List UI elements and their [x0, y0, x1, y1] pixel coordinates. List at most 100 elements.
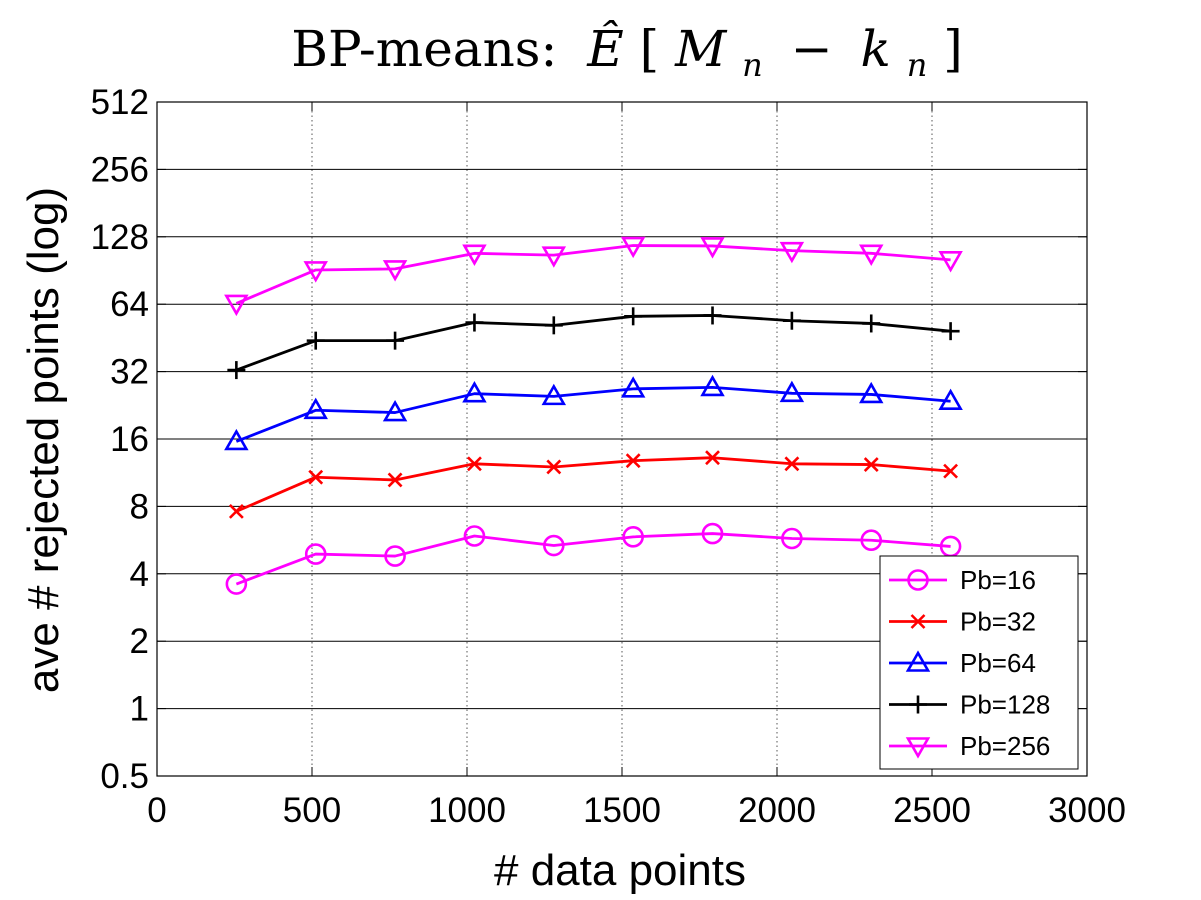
- data-point: [544, 316, 563, 335]
- data-point: [862, 314, 881, 333]
- legend-item: Pb=128: [889, 690, 1050, 720]
- x-tick-label: 0: [147, 791, 166, 830]
- legend-item: Pb=256: [889, 731, 1050, 761]
- chart-title: BP-means: Ê [ M n − k n ]: [291, 19, 963, 88]
- data-point: [860, 529, 883, 552]
- data-point: [781, 527, 803, 550]
- series-line: [235, 244, 951, 305]
- title-m: M: [674, 20, 728, 78]
- title-bracket-open: [: [640, 20, 660, 78]
- legend-marker: [905, 650, 931, 672]
- data-point: [541, 246, 567, 268]
- series-pb-256: [224, 236, 963, 317]
- x-marker-stroke: [910, 614, 926, 629]
- data-point: [941, 322, 960, 341]
- series-pb-64: [224, 374, 963, 451]
- legend-marker: [909, 695, 927, 714]
- data-point: [779, 380, 805, 403]
- title-minus: −: [791, 20, 833, 78]
- x-tick-label: 3000: [1048, 791, 1126, 830]
- legend-marker: [905, 737, 931, 759]
- data-point: [303, 397, 328, 420]
- legend-label: Pb=256: [960, 731, 1050, 761]
- data-point: [700, 237, 725, 259]
- legend-item: Pb=32: [889, 607, 1036, 637]
- ticks-layer: 0 500 1000 1500 2000 2500 3000 0.5 1 2 4 8 16 32 64 128…: [91, 83, 1126, 830]
- data-point: [228, 503, 244, 519]
- data-point: [863, 457, 879, 472]
- data-point: [384, 545, 406, 567]
- series-line: [235, 314, 951, 372]
- data-point: [625, 453, 641, 469]
- x-tick-label: 1500: [583, 791, 661, 830]
- data-point: [308, 469, 324, 485]
- x-tick-label: 1000: [428, 791, 506, 830]
- data-point: [620, 376, 646, 398]
- legend-marker: [907, 569, 929, 591]
- x-marker-stroke: [546, 459, 562, 475]
- y-tick-label: 2: [130, 622, 149, 661]
- data-point: [622, 526, 644, 548]
- data-point: [701, 522, 724, 545]
- title-m-sub: n: [742, 46, 763, 84]
- x-marker-stroke: [467, 456, 482, 472]
- legend-label: Pb=32: [960, 607, 1036, 637]
- y-tick-label: 128: [91, 218, 149, 257]
- x-marker-stroke: [943, 463, 959, 479]
- series-line: [235, 456, 951, 513]
- x-axis-label: # data points: [494, 846, 746, 895]
- legend-label: Pb=16: [960, 565, 1036, 595]
- y-tick-label: 8: [130, 487, 149, 526]
- data-point: [624, 307, 643, 326]
- x-marker-stroke: [863, 457, 879, 472]
- y-tick-label: 64: [110, 285, 149, 324]
- data-point: [938, 251, 963, 273]
- data-point: [303, 261, 328, 283]
- data-point: [382, 260, 408, 282]
- data-point: [542, 534, 565, 557]
- y-tick-label: 0.5: [100, 757, 149, 796]
- data-point: [463, 525, 486, 547]
- legend-label: Pb=64: [960, 648, 1036, 678]
- series-pb-16: [225, 522, 962, 595]
- title-bracket-close: ]: [943, 20, 963, 78]
- legend: Pb=16 Pb=32 Pb=64 Pb=128 Pb=256: [879, 555, 1079, 770]
- data-point: [858, 244, 884, 266]
- grid-layer: [157, 102, 1087, 776]
- x-marker-stroke: [625, 453, 641, 469]
- data-point: [382, 399, 408, 422]
- data-point: [467, 456, 482, 472]
- x-marker-stroke: [705, 450, 720, 466]
- data-point: [784, 456, 800, 472]
- data-point: [620, 236, 646, 259]
- data-point: [306, 331, 325, 350]
- x-tick-label: 500: [283, 791, 341, 830]
- data-point: [782, 311, 801, 330]
- data-point: [858, 381, 884, 404]
- series-layer: [224, 236, 963, 595]
- x-tick-label: 2000: [738, 791, 816, 830]
- x-marker-stroke: [387, 472, 403, 488]
- data-point: [779, 241, 805, 264]
- x-tick-label: 2500: [893, 791, 971, 830]
- series-pb-128: [227, 306, 960, 380]
- y-axis-label: ave # rejected points (log): [19, 187, 68, 693]
- data-point: [462, 244, 487, 266]
- data-point: [225, 573, 248, 595]
- data-point: [541, 383, 567, 406]
- x-marker-stroke: [228, 503, 244, 519]
- data-point: [304, 543, 327, 565]
- data-point: [943, 463, 959, 479]
- data-point: [227, 361, 246, 380]
- title-k-sub: n: [907, 46, 928, 84]
- data-point: [938, 388, 963, 411]
- title-e-hat: Ê: [586, 19, 624, 78]
- data-point: [546, 459, 562, 475]
- data-point: [465, 313, 484, 332]
- series-line: [235, 385, 951, 443]
- y-tick-label: 512: [91, 83, 149, 122]
- data-point: [224, 294, 249, 317]
- x-marker-stroke: [308, 469, 324, 485]
